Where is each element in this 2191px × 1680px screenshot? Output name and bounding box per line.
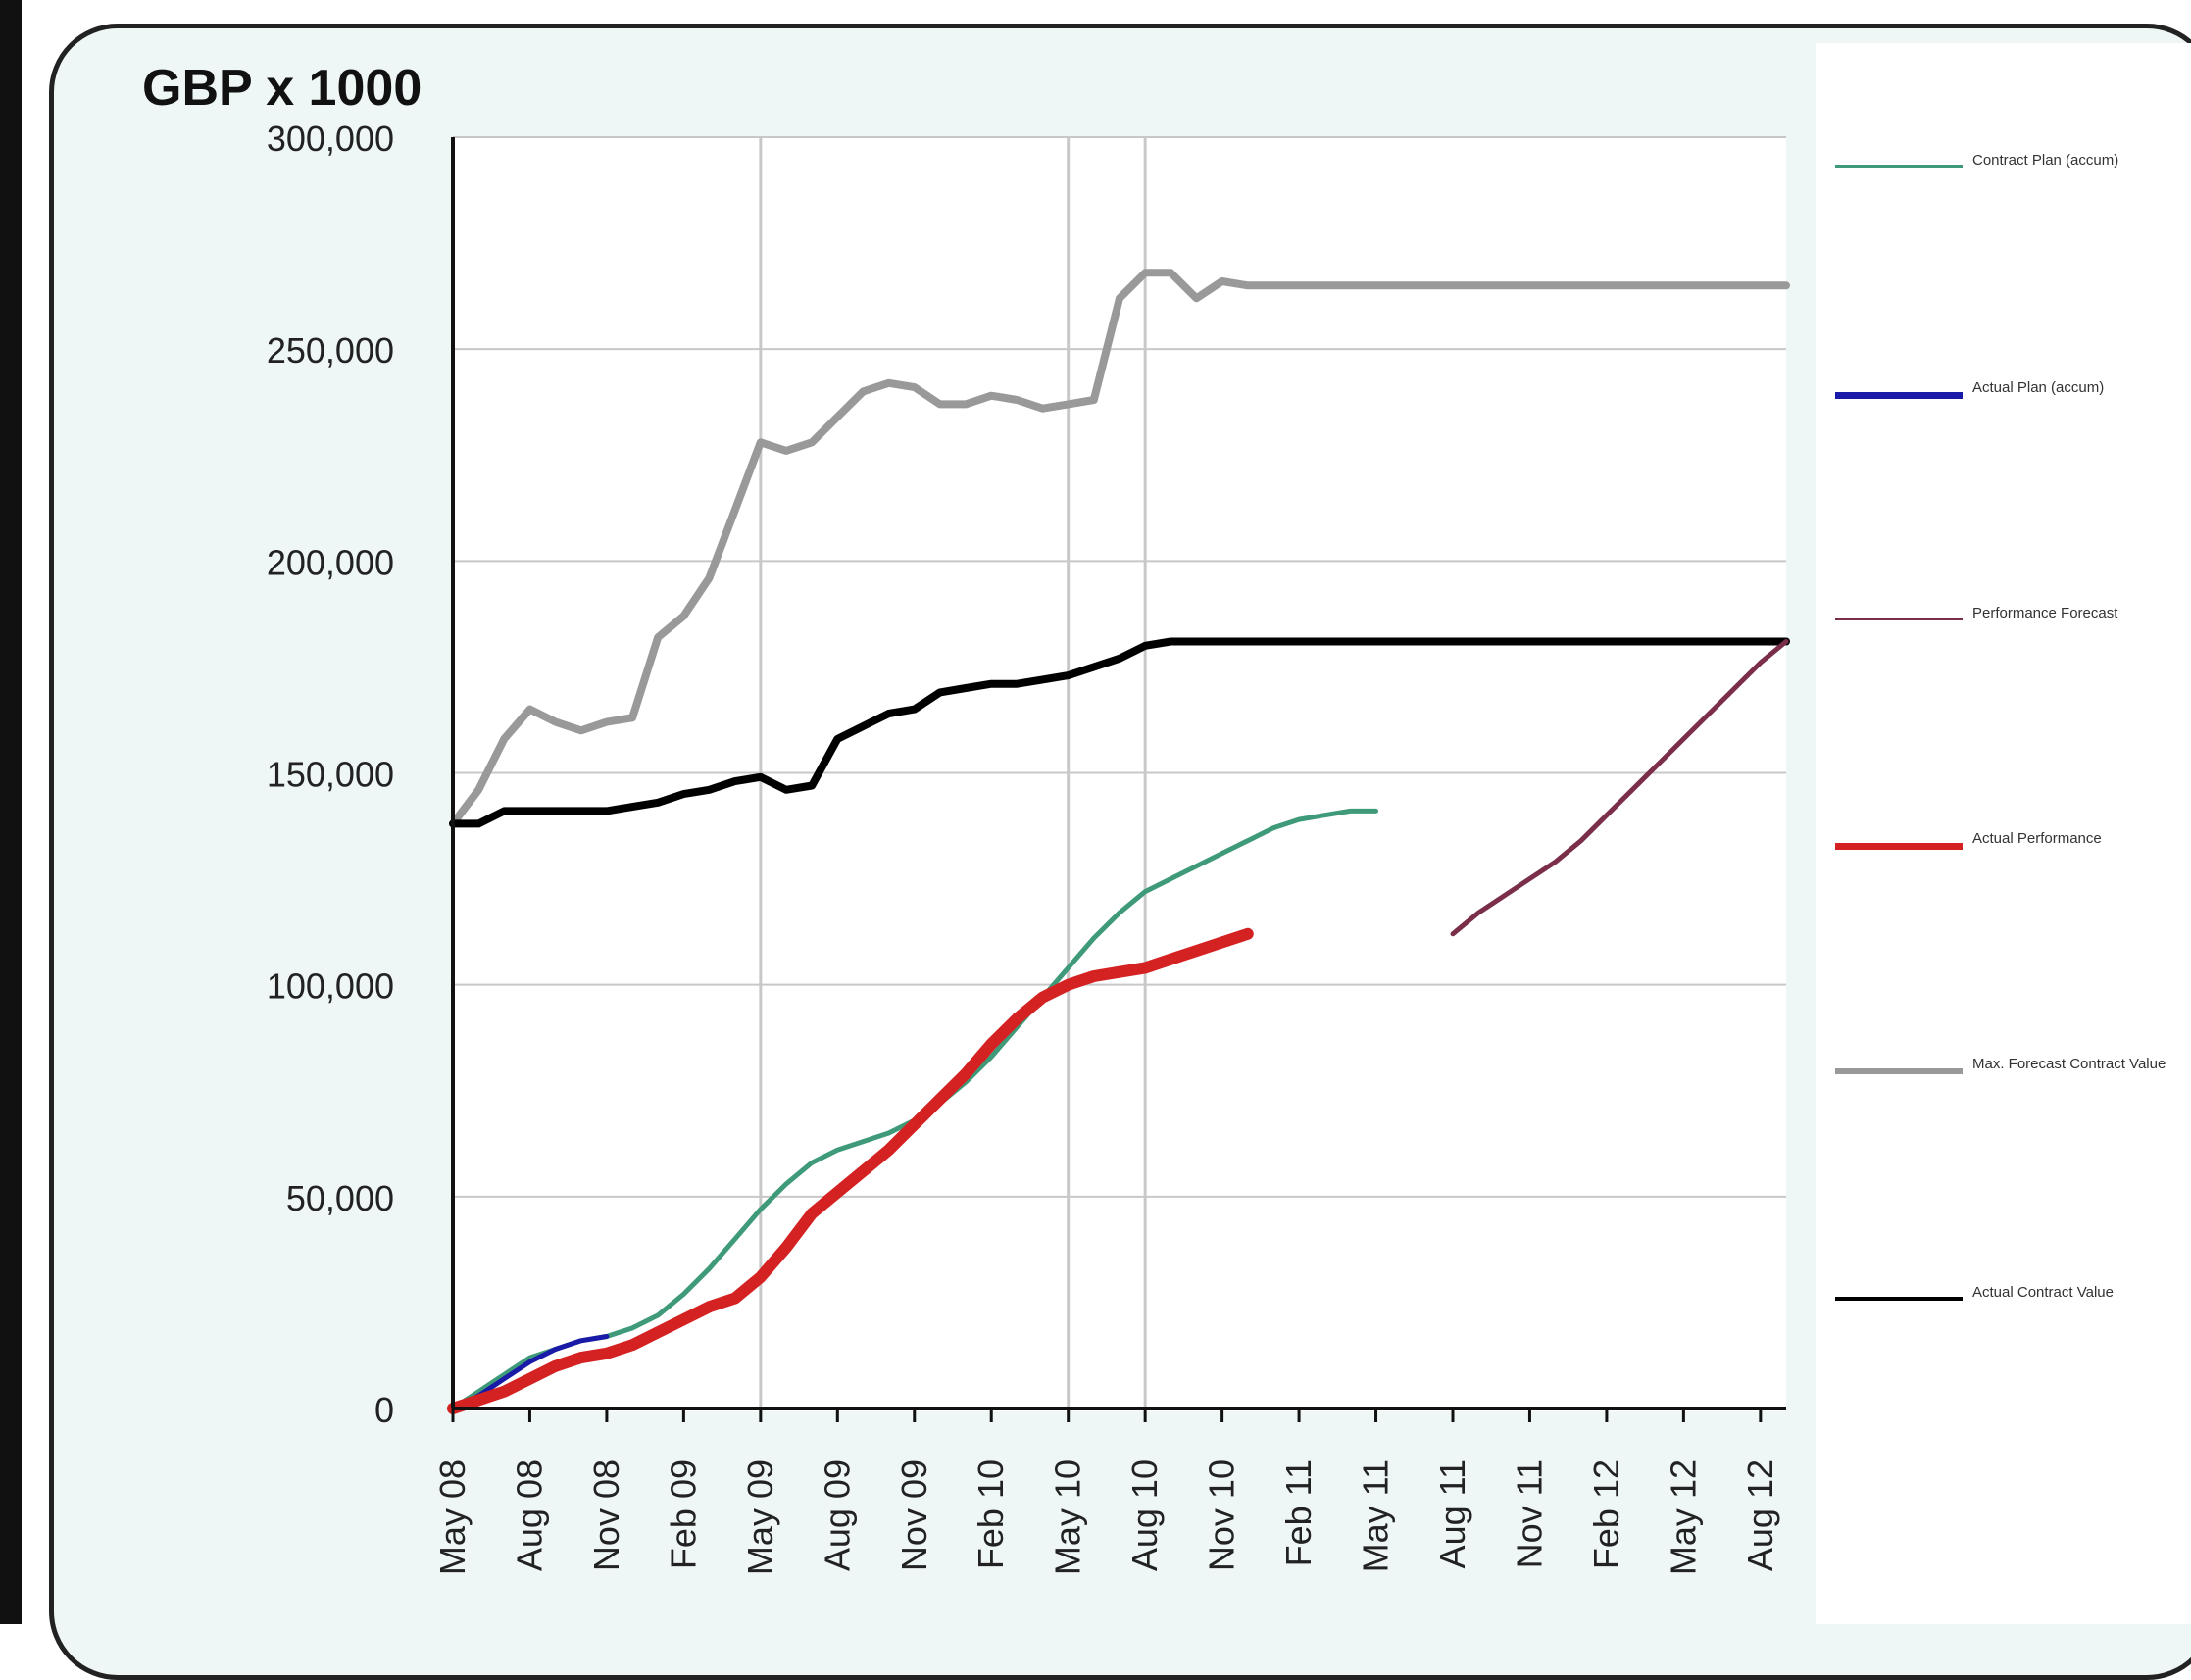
x-tick-label: May 11 xyxy=(1356,1459,1396,1572)
legend-label: Actual Plan (accum) xyxy=(1972,379,2105,396)
series-line-performance-forecast xyxy=(1450,639,1789,937)
x-tick-label: May 08 xyxy=(432,1459,473,1575)
y-tick-label: 300,000 xyxy=(267,119,394,159)
legend-item: Max. Forecast Contract Value xyxy=(1835,1051,2178,1090)
series-line-actual-performance xyxy=(447,927,1254,1414)
x-tick-label: May 10 xyxy=(1048,1459,1088,1575)
x-tick-label: Aug 09 xyxy=(817,1459,857,1571)
y-tick-label: 0 xyxy=(374,1390,394,1430)
legend-swatch xyxy=(1835,618,1963,620)
x-tick-label: Nov 08 xyxy=(586,1459,626,1571)
left-frame-bar xyxy=(0,0,22,1624)
x-tick-label: Aug 11 xyxy=(1432,1459,1472,1568)
x-tick-label: Feb 12 xyxy=(1586,1459,1626,1569)
x-tick-label: Aug 10 xyxy=(1124,1459,1165,1571)
legend-swatch xyxy=(1835,165,1963,168)
y-tick-label: 150,000 xyxy=(267,755,394,795)
x-tick-label: Aug 12 xyxy=(1740,1459,1780,1571)
x-tick-label: May 09 xyxy=(740,1459,780,1575)
y-tick-label: 200,000 xyxy=(267,542,394,582)
x-tick-label: Feb 09 xyxy=(663,1459,703,1569)
legend-swatch xyxy=(1835,843,1963,850)
x-tick-label: Nov 09 xyxy=(894,1459,934,1571)
legend-label: Actual Contract Value xyxy=(1972,1284,2114,1301)
y-tick-label: 250,000 xyxy=(267,330,394,371)
legend-item: Actual Performance xyxy=(1835,825,2178,865)
legend-label: Actual Performance xyxy=(1972,830,2102,847)
series-line-actual-contract-value xyxy=(449,637,1790,828)
legend-swatch xyxy=(1835,1297,1963,1301)
legend-item: Actual Contract Value xyxy=(1835,1279,2178,1318)
tick-labels: 0 50,000 100,000 150,000 200,000 250,000 300,0… xyxy=(267,119,1780,1575)
chart-title: GBP x 1000 xyxy=(142,60,423,117)
line-chart: 0 50,000 100,000 150,000 200,000 250,000 300,0… xyxy=(267,119,1790,1575)
y-tick-label: 100,000 xyxy=(267,966,394,1007)
x-tick-label: Nov 11 xyxy=(1509,1459,1549,1568)
series-line-max-forecast-contract-value xyxy=(449,269,1790,828)
legend-label: Contract Plan (accum) xyxy=(1972,152,2119,169)
legend-item: Performance Forecast xyxy=(1835,600,2178,639)
series-line-contract-plan-accum xyxy=(450,808,1378,1411)
x-tick-label: May 12 xyxy=(1663,1459,1703,1575)
gridlines xyxy=(453,136,1786,1408)
legend-label: Max. Forecast Contract Value xyxy=(1972,1056,2166,1072)
x-tick-label: Nov 10 xyxy=(1202,1459,1242,1571)
legend-swatch xyxy=(1835,392,1963,399)
legend-area xyxy=(1816,43,2191,1624)
series-lines xyxy=(447,269,1790,1414)
legend-item: Actual Plan (accum) xyxy=(1835,374,2178,414)
x-tick-label: Feb 11 xyxy=(1278,1459,1319,1566)
legend-item: Contract Plan (accum) xyxy=(1835,147,2178,186)
axes xyxy=(451,137,1786,1422)
x-tick-label: Aug 08 xyxy=(509,1459,549,1571)
x-tick-label: Feb 10 xyxy=(971,1459,1011,1569)
y-tick-label: 50,000 xyxy=(286,1178,394,1218)
legend-swatch xyxy=(1835,1068,1963,1074)
legend-label: Performance Forecast xyxy=(1972,605,2118,621)
